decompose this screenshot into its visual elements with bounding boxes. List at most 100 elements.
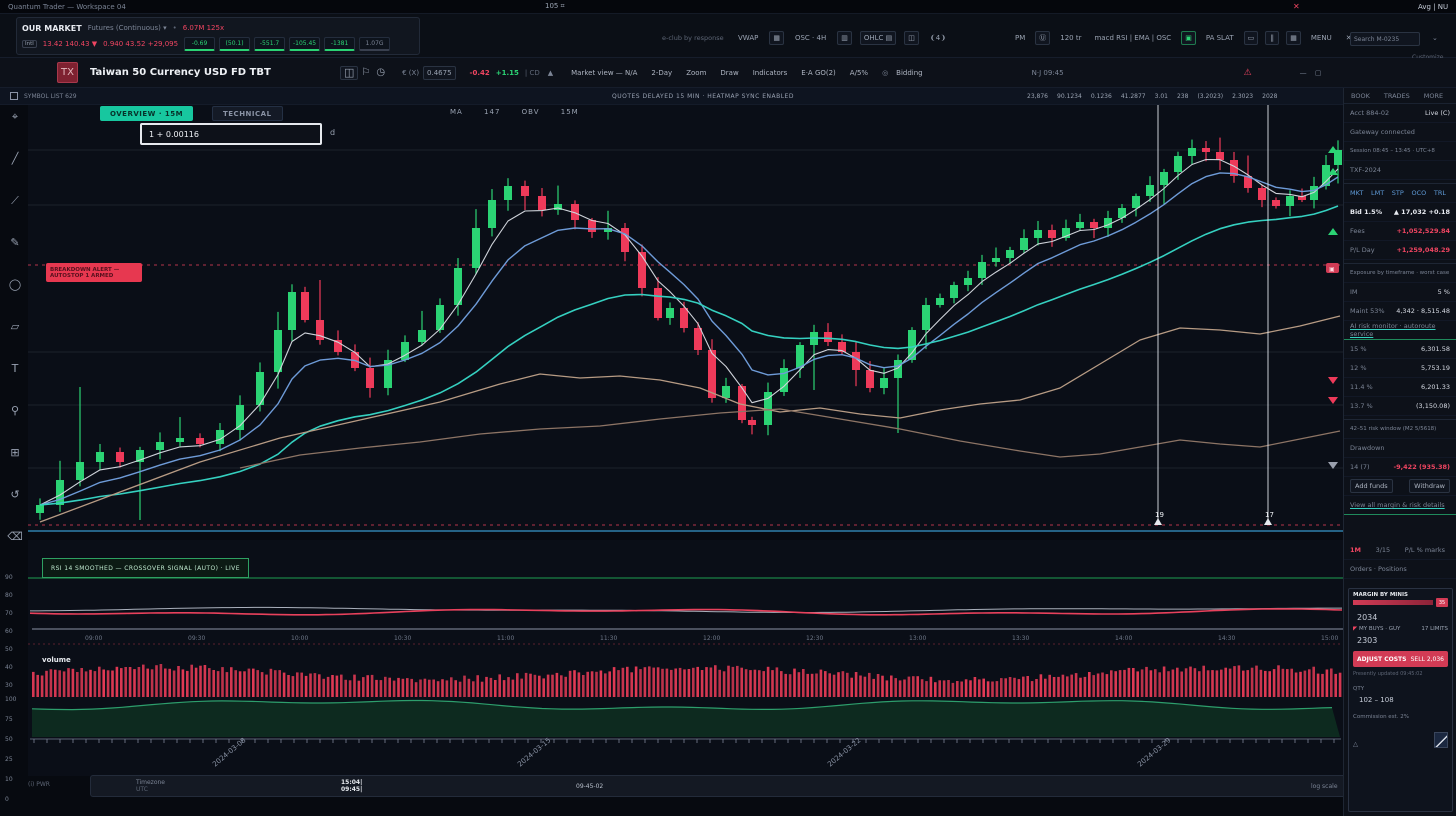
order-type-link[interactable]: TRL xyxy=(1433,189,1446,197)
range-tab[interactable]: 1M xyxy=(1350,546,1361,554)
menu-item[interactable]: Draw xyxy=(720,68,739,77)
toolbar-icon-[interactable]: ▦ xyxy=(769,31,784,45)
close-window-icon[interactable]: ✕ xyxy=(1293,2,1300,11)
order-tab-trades[interactable]: TRADES xyxy=(1383,91,1410,100)
range-tab[interactable]: 3/15 xyxy=(1375,546,1391,554)
menu-item[interactable]: E·A GO(2) xyxy=(801,68,836,77)
toolbar-icon-osc4h[interactable]: OSC · 4H xyxy=(794,34,827,42)
toolbar-icon-[interactable]: Ⓤ xyxy=(1035,31,1051,45)
svg-text:▣: ▣ xyxy=(1329,266,1335,273)
clock-icon[interactable]: ◷ xyxy=(376,67,386,78)
draw-tool-icon[interactable]: ╱ xyxy=(11,152,19,165)
panel-row-links[interactable]: MKT LMT STP OCO TRL xyxy=(1344,184,1456,203)
main-toolbar: OUR MARKET Futures (Continuous) ▾ • 6.07… xyxy=(0,14,1456,61)
warning-icon[interactable]: ⚠ xyxy=(1243,67,1252,78)
draw-tool-icon[interactable]: T xyxy=(11,362,19,375)
rsi-axis-label: 90 xyxy=(5,574,13,581)
stat-box: -551.7 xyxy=(254,37,286,51)
panel-row-tabs2[interactable]: 1M 3/15 P/L % marks xyxy=(1344,541,1456,560)
rsi-panel[interactable]: 09:00 09:30 10:00 10:30 11:00 11:30 12:00 12:30… xyxy=(28,540,1343,645)
alert-flag[interactable]: BREAKDOWN ALERT — AUTOSTOP 1 ARMED xyxy=(46,263,142,282)
panel-row-glink[interactable]: View all margin & risk details xyxy=(1344,496,1456,515)
obv-line xyxy=(31,699,1333,711)
log-scale-toggle[interactable]: log scale xyxy=(1311,783,1338,790)
toolbar-icon-menu[interactable]: MENU xyxy=(1310,34,1332,42)
symbol-list-checkbox[interactable] xyxy=(10,92,18,100)
panel-row-glink[interactable]: AI risk monitor · autoroute service xyxy=(1344,321,1456,340)
draw-tool-icon[interactable]: ↺ xyxy=(10,488,20,501)
withdraw-button[interactable]: Withdraw xyxy=(1409,479,1450,493)
tab-overview[interactable]: OVERVIEW · 15M xyxy=(100,106,194,121)
toolbar-icon-120tr[interactable]: 120 tr xyxy=(1060,34,1082,42)
symbol-logo: TX xyxy=(57,62,78,83)
ma-tan-upper-line xyxy=(39,315,1341,523)
toolbar-icon-paslat[interactable]: PA SLAT xyxy=(1205,34,1234,42)
panel-row-kv: IM 5 % xyxy=(1344,283,1456,302)
order-type-link[interactable]: MKT xyxy=(1350,189,1364,197)
draw-tool-icon[interactable]: ⟋ xyxy=(11,194,19,207)
draw-tool-icon[interactable]: ▱ xyxy=(10,320,20,333)
draw-tool-icon[interactable]: ◯ xyxy=(8,278,22,291)
menu-item[interactable]: Indicators xyxy=(752,68,788,77)
order-type-link[interactable]: LMT xyxy=(1370,189,1385,197)
toolbar-icon-macdrsiemaosc[interactable]: macd RSI | EMA | OSC xyxy=(1094,34,1172,42)
window-controls[interactable]: — ▢ xyxy=(1299,68,1325,77)
draw-tool-icon[interactable]: ⌖ xyxy=(11,110,19,123)
menu-item[interactable]: A/5% xyxy=(849,68,869,77)
indicator-toolbar: PM Ⓤ 120 tr macd RSI | EMA | OSC ▣ PA SLAT ▭ ‖ ▦… xyxy=(1012,31,1356,45)
price-chip: 0.4675 xyxy=(423,65,456,80)
toolbar-icon-[interactable]: ✕ xyxy=(1345,34,1352,42)
target-icon[interactable]: ◎ xyxy=(882,68,889,77)
toolbar-icon-[interactable]: ▣ xyxy=(1181,31,1196,45)
toolbar-icon-[interactable]: ◫ xyxy=(904,31,919,45)
date-axis-label: 2024-03-29 xyxy=(1136,736,1172,768)
toolbar-icon-vwap[interactable]: VWAP xyxy=(738,34,759,42)
toolbar-icon-[interactable]: ▦ xyxy=(1286,31,1301,45)
status-timezone[interactable]: Timezone UTC xyxy=(136,779,165,793)
price-alert-input[interactable]: 1 + 0.00116 xyxy=(140,123,322,145)
toolbar-icon-[interactable]: ▥ xyxy=(837,31,852,45)
add-funds-button[interactable]: Add funds xyxy=(1350,479,1393,493)
date-axis-label: 2024-03-15 xyxy=(516,736,552,768)
menu-item[interactable]: 2-Day xyxy=(651,68,673,77)
chart-style-icon[interactable]: ◫ xyxy=(340,65,359,80)
toolbar-icon-[interactable]: ‖ xyxy=(1265,31,1280,45)
draw-tool-icon[interactable]: ⚲ xyxy=(10,404,20,417)
titlebar-user: Avg | NU xyxy=(1418,2,1449,11)
range-tab[interactable]: P/L % marks xyxy=(1404,546,1445,554)
row-label: Orders · Positions xyxy=(1350,565,1407,573)
search-input[interactable] xyxy=(1350,32,1420,46)
market-stats-panel: OUR MARKET Futures (Continuous) ▾ • 6.07… xyxy=(16,17,420,55)
rsi-label-box[interactable]: RSI 14 SMOOTHED — CROSSOVER SIGNAL (AUTO… xyxy=(42,558,249,578)
toolbar-icon-4[interactable]: ❨4❩ xyxy=(929,34,947,42)
buys-value: 17 LIMITS xyxy=(1421,626,1448,632)
delta-icon[interactable]: △ xyxy=(1353,740,1358,748)
price-marker xyxy=(1328,397,1338,404)
instrument-selector[interactable]: Futures (Continuous) ▾ xyxy=(87,24,167,32)
time-axis-label: 13:30 xyxy=(1012,635,1029,642)
panel-row-kv: Acct 884-02 Live (C) xyxy=(1344,104,1456,123)
menu-item[interactable]: Zoom xyxy=(686,68,707,77)
search-dropdown-icon[interactable]: ⌄ xyxy=(1432,34,1438,42)
app-title: Quantum Trader — Workspace 04 xyxy=(8,2,126,11)
customize-link[interactable]: Customize xyxy=(1412,54,1444,61)
toolbar-icon-[interactable]: ▭ xyxy=(1243,31,1259,45)
toolbar-icon-ohlc[interactable]: OHLC ▤ xyxy=(859,31,897,45)
sell-button[interactable]: ADJUST COSTS SELL 2,036 xyxy=(1353,651,1448,667)
draw-tool-icon[interactable]: ⊞ xyxy=(10,446,20,459)
order-tab-book[interactable]: BOOK xyxy=(1351,91,1370,100)
order-tab-more[interactable]: MORE xyxy=(1423,91,1444,100)
draw-tool-icon[interactable]: ✎ xyxy=(10,236,20,249)
order-type-link[interactable]: STP xyxy=(1391,189,1404,197)
header-value: 2.3023 xyxy=(1232,92,1254,100)
toolbar-icon-pm[interactable]: PM xyxy=(1015,34,1026,42)
bell-icon[interactable]: ⚐ xyxy=(361,67,371,78)
draw-tool-icon[interactable]: ⌫ xyxy=(7,530,23,543)
tab-technical[interactable]: TECHNICAL xyxy=(212,106,283,121)
menu-item[interactable]: Market view — N/A xyxy=(571,68,638,77)
volume-panel[interactable]: 2024-03-08 2024-03-15 2024-03-22 2024-03-29… xyxy=(28,645,1343,776)
panel-row-btns[interactable]: Add funds Withdraw xyxy=(1344,477,1456,496)
menu-bidding[interactable]: Bidding xyxy=(896,68,923,77)
order-type-link[interactable]: OCO xyxy=(1411,189,1427,197)
main-chart[interactable]: 19 17 ▣ xyxy=(28,105,1343,532)
